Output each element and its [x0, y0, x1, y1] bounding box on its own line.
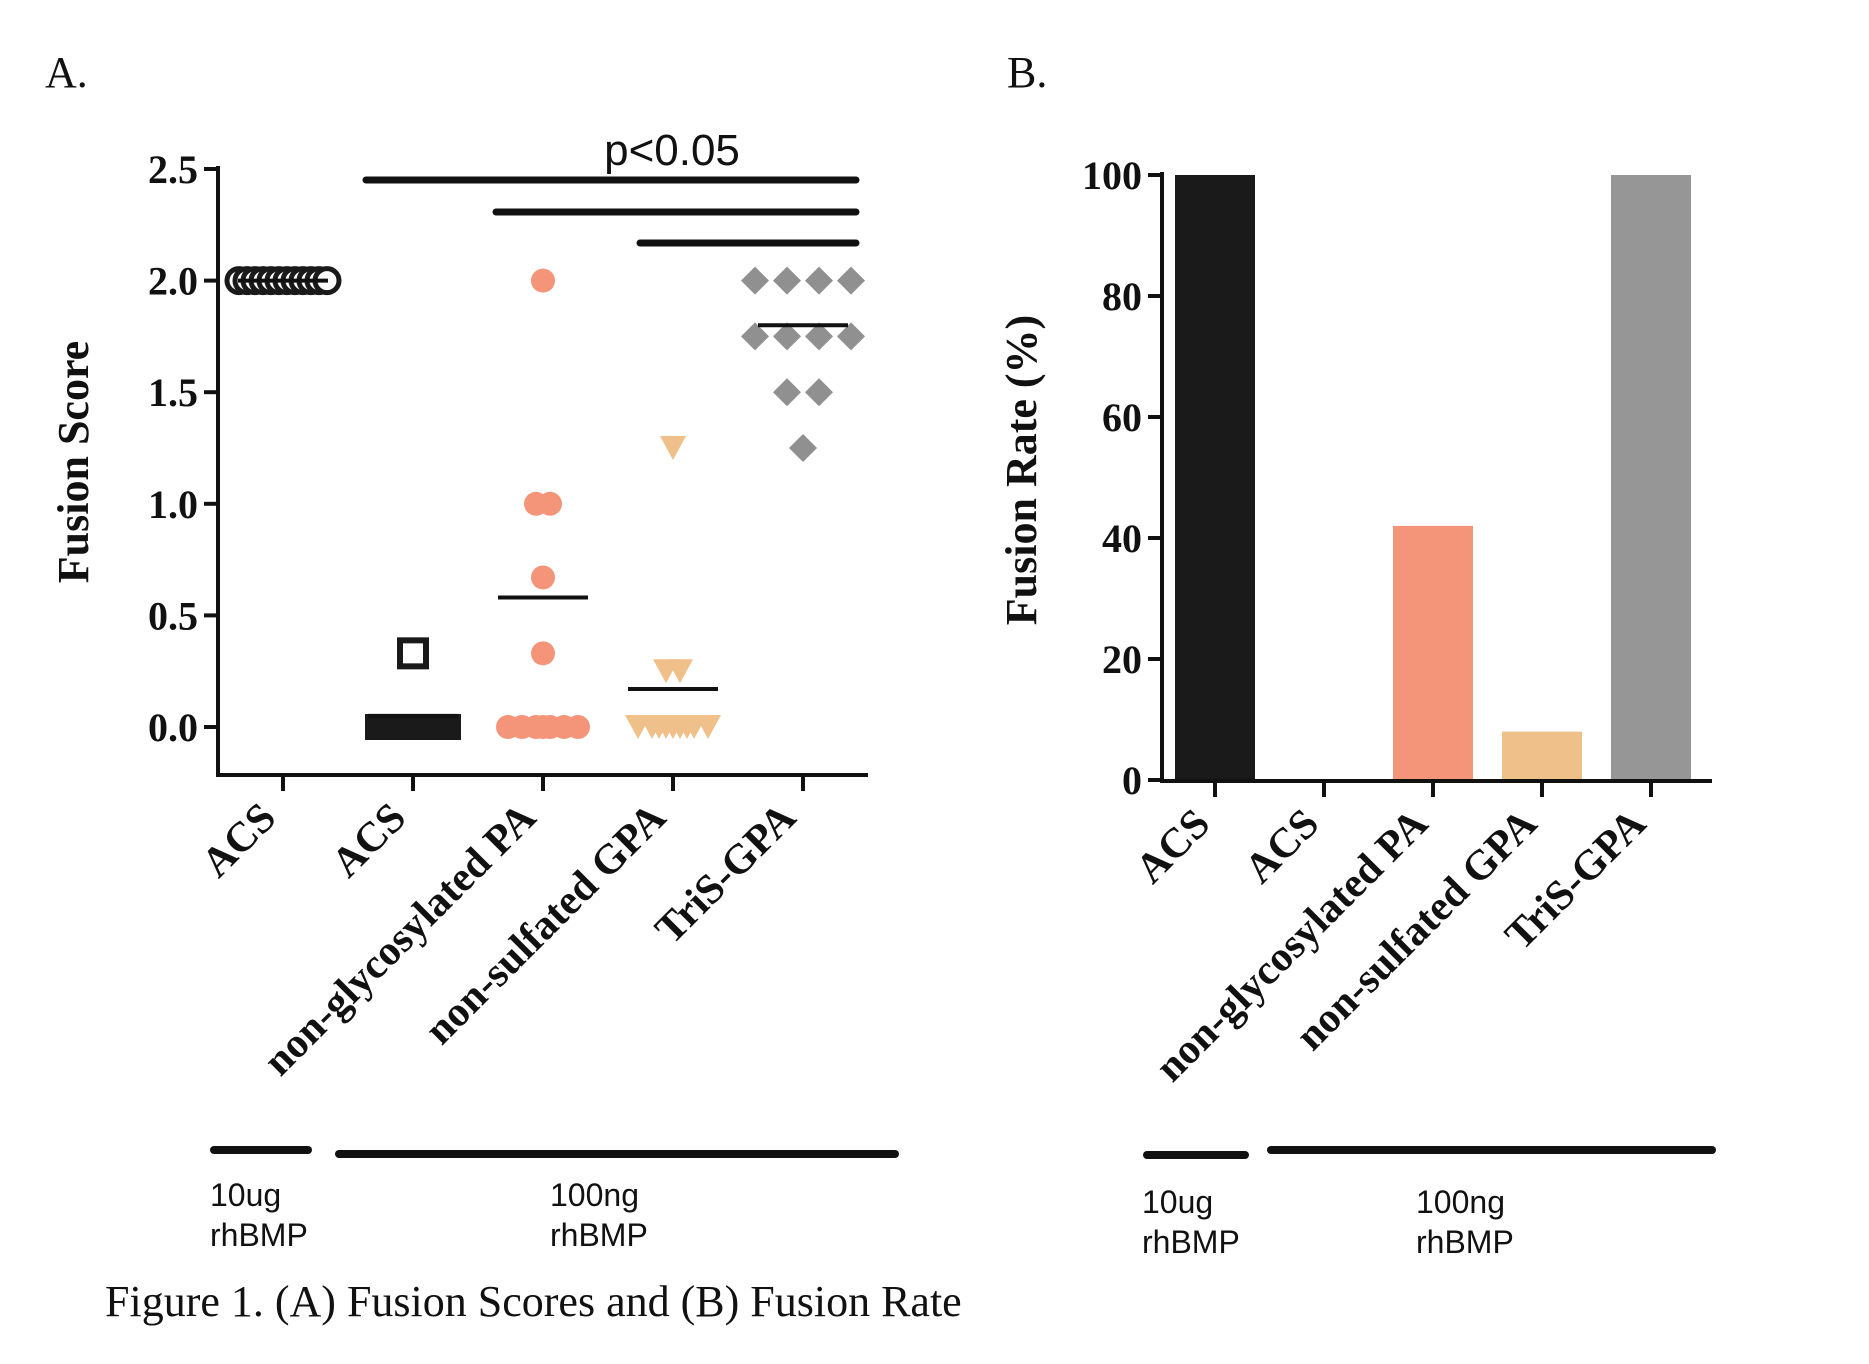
panel-a-y-tick-label: 0.5: [148, 593, 198, 638]
panel-a-y-axis: 0.0 0.5 1.0 1.5 2.0 2.5: [148, 147, 220, 777]
panel-a-y-tick-label: 1.0: [148, 482, 198, 527]
group-label-sub: rhBMP: [1142, 1224, 1240, 1260]
panel-a-y-tick-label: 2.0: [148, 259, 198, 304]
data-point-square: [428, 714, 454, 740]
panel-b-x-axis: [1162, 779, 1712, 797]
data-point-diamond: [837, 266, 865, 295]
panel-a-y-tick-label: 1.5: [148, 370, 198, 415]
data-point-triangle: [660, 436, 686, 460]
group-label: 10ug: [1142, 1184, 1213, 1220]
panel-a-points: [224, 266, 865, 740]
panel-a-y-axis-label: Fusion Score: [49, 341, 98, 583]
data-point-diamond: [805, 378, 833, 407]
panel-b-y-tick-label: 40: [1102, 516, 1142, 561]
group-label-sub: rhBMP: [550, 1217, 648, 1253]
panel-a-significance: p<0.05: [362, 126, 860, 247]
panel-a-scatter: A. Fusion Score 0.0 0.5 1.0 1.5 2.0 2.5 p<0.0…: [45, 48, 899, 1253]
panel-a-y-tick-label: 0.0: [148, 705, 198, 750]
panel-b-y-tick-label: 100: [1082, 153, 1142, 198]
figure-caption: Figure 1. (A) Fusion Scores and (B) Fusi…: [105, 1277, 962, 1326]
bar-acs: [1175, 175, 1255, 780]
category-label-acs: ACS: [1236, 801, 1328, 893]
group-label-sub: rhBMP: [210, 1217, 308, 1253]
panel-b-bars: [1175, 175, 1691, 780]
group-label: 100ng: [550, 1177, 639, 1213]
bar-non-glycosylated-pa: [1393, 525, 1473, 780]
category-label-non-sulfated-gpa: non-sulfated GPA: [416, 794, 675, 1053]
data-point-circle: [531, 641, 555, 666]
group-label-sub: rhBMP: [1416, 1224, 1514, 1260]
panel-b-bar: B. Fusion Rate (%) 0 20 40 60 80 100 ACS ACSno…: [997, 48, 1716, 1260]
panel-b-groups: 10ug rhBMP 100ng rhBMP: [1142, 1146, 1716, 1260]
panel-b-y-tick-label: 20: [1102, 637, 1142, 682]
bar-non-sulfated-gpa: [1502, 731, 1582, 780]
data-point-circle: [531, 268, 555, 293]
data-point-diamond: [789, 434, 817, 462]
category-label-acs: ACS: [1127, 801, 1219, 893]
category-label-tris-gpa: TriS-GPA: [647, 794, 806, 953]
panel-a-means: [238, 278, 848, 718]
data-point-diamond: [837, 322, 865, 351]
data-point-triangle: [667, 659, 693, 684]
data-point-circle: [531, 715, 555, 739]
group-label: 100ng: [1416, 1184, 1505, 1220]
data-point-diamond: [741, 266, 769, 295]
data-point-triangle: [695, 715, 721, 739]
panel-b-y-tick-label: 80: [1102, 274, 1142, 319]
panel-a-groups: 10ug rhBMP 100ng rhBMP: [210, 1146, 899, 1253]
data-point-circle: [531, 565, 555, 590]
panel-b-y-tick-label: 0: [1122, 758, 1142, 803]
data-point-circle: [566, 715, 590, 739]
bar-tris-gpa: [1611, 175, 1691, 780]
significance-label: p<0.05: [604, 126, 740, 175]
panel-a-x-axis: [218, 773, 868, 791]
data-point-triangle: [674, 715, 700, 739]
category-label-acs: ACS: [323, 795, 415, 887]
panel-b-y-axis: 0 20 40 60 80 100: [1082, 153, 1164, 803]
data-point-diamond: [741, 322, 769, 351]
data-point-circle: [538, 491, 562, 516]
group-label: 10ug: [210, 1177, 281, 1213]
panel-b-y-tick-label: 60: [1102, 395, 1142, 440]
data-point-diamond: [773, 378, 801, 407]
panel-b-y-axis-label: Fusion Rate (%): [997, 315, 1046, 625]
panel-b-label: B.: [1007, 48, 1047, 97]
panel-a-label: A.: [45, 48, 88, 97]
category-label-acs: ACS: [193, 795, 285, 887]
data-point-diamond: [773, 266, 801, 295]
data-point-diamond: [773, 322, 801, 351]
panel-a-y-tick-label: 2.5: [148, 147, 198, 192]
data-point-open-square: [397, 637, 429, 670]
data-point-diamond: [805, 266, 833, 295]
data-point-diamond: [805, 322, 833, 351]
